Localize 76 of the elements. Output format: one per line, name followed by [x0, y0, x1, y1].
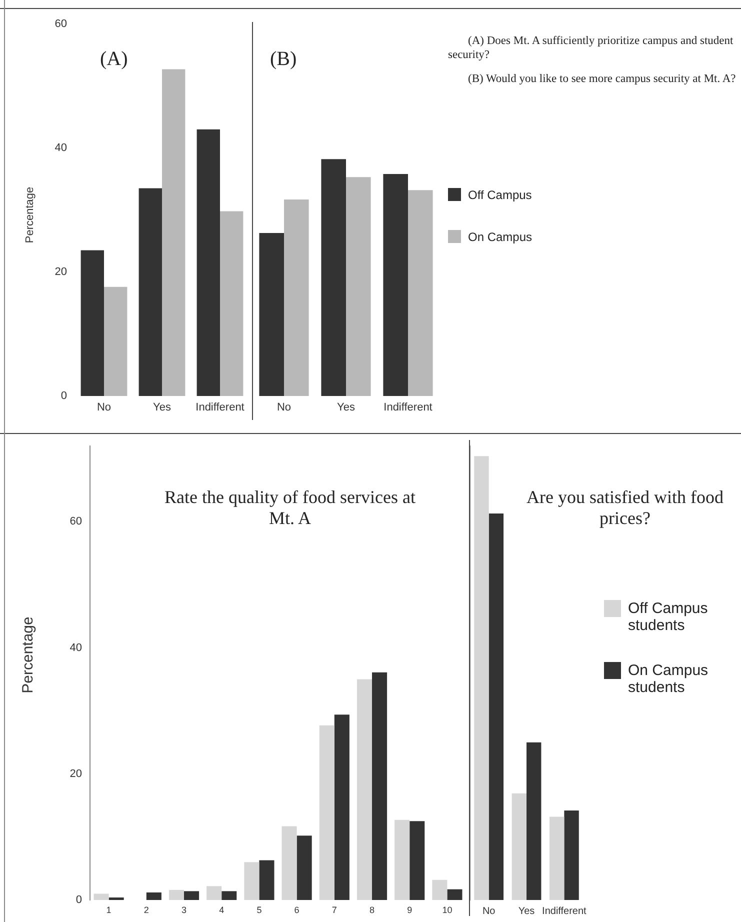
bar: [372, 672, 388, 900]
y-tick-label: 60: [70, 516, 82, 528]
y-tick-label: 40: [54, 142, 67, 154]
bar: [346, 177, 371, 396]
bar: [408, 190, 433, 396]
x-tick-label: Indifferent: [384, 402, 432, 414]
x-tick-label: 1: [106, 904, 112, 915]
y-tick-label: 20: [54, 266, 67, 278]
bar: [244, 862, 260, 900]
y-tick-label: 40: [70, 642, 82, 654]
y-tick-label: 60: [54, 18, 67, 30]
x-tick-label: Indifferent: [196, 402, 244, 414]
x-tick-label: 5: [256, 904, 262, 915]
bar: [222, 891, 237, 900]
bar: [410, 821, 425, 900]
bar: [447, 889, 462, 900]
bar: [564, 810, 579, 900]
x-tick-label: 6: [294, 904, 300, 915]
bar: [394, 820, 410, 900]
x-tick-label: 7: [332, 904, 337, 915]
x-tick-label: 2: [144, 904, 149, 915]
x-tick-label: 9: [407, 904, 412, 915]
x-tick-label: Indifferent: [542, 906, 587, 917]
text: (A) Does Mt. A sufficiently prioritize campus and student security?: [447, 34, 734, 62]
bar: [162, 69, 186, 396]
legend-label: Off Campus: [468, 188, 532, 202]
bar: [282, 826, 297, 900]
bar: [196, 129, 220, 396]
bar: [220, 211, 244, 396]
x-tick-label: Yes: [153, 402, 172, 414]
text: (A): [100, 48, 129, 71]
bar: [526, 742, 542, 900]
bar: [319, 725, 334, 900]
bar: [146, 892, 162, 900]
x-tick-label: No: [276, 402, 292, 414]
bar: [474, 456, 489, 900]
x-tick-label: 8: [369, 904, 375, 915]
bar: [549, 816, 564, 900]
bar: [206, 886, 222, 900]
bar: [184, 891, 200, 900]
bar: [259, 232, 284, 396]
x-tick-label: 4: [219, 904, 224, 915]
bar: [104, 286, 128, 396]
bar: [259, 860, 274, 900]
bar: [138, 188, 162, 396]
text: Are you satisfied with food prices?: [526, 487, 724, 528]
y-axis-title: Percentage: [24, 186, 36, 244]
bar: [356, 679, 372, 900]
bar: [168, 890, 184, 900]
bar: [284, 199, 309, 396]
bar: [321, 159, 346, 396]
bar: [296, 836, 312, 900]
y-axis-title: Percentage: [20, 616, 36, 694]
bar: [488, 513, 504, 900]
bar: [80, 250, 104, 396]
y-tick-label: 20: [70, 768, 82, 780]
bar: [94, 894, 109, 900]
bar: [512, 793, 527, 900]
text: (B): [270, 48, 298, 71]
text: Rate the quality of food services at Mt. A: [164, 487, 416, 528]
y-tick-label: 0: [76, 894, 82, 906]
y-tick-label: 0: [60, 390, 67, 402]
x-tick-label: Yes: [337, 402, 356, 414]
legend-label: On Campus students: [628, 662, 710, 696]
bar: [108, 897, 124, 900]
x-tick-label: Yes: [518, 906, 535, 917]
x-tick-label: No: [482, 906, 496, 917]
legend-label: On Campus: [468, 230, 532, 244]
legend-label: Off Campus students: [628, 600, 709, 634]
x-tick-label: 10: [442, 904, 452, 915]
text: (B) Would you like to see more campus security at Mt. A?: [467, 72, 737, 86]
x-tick-label: 3: [181, 904, 187, 915]
bar: [432, 880, 448, 900]
x-tick-label: No: [96, 402, 112, 414]
bar: [334, 714, 350, 900]
bar: [383, 174, 408, 396]
